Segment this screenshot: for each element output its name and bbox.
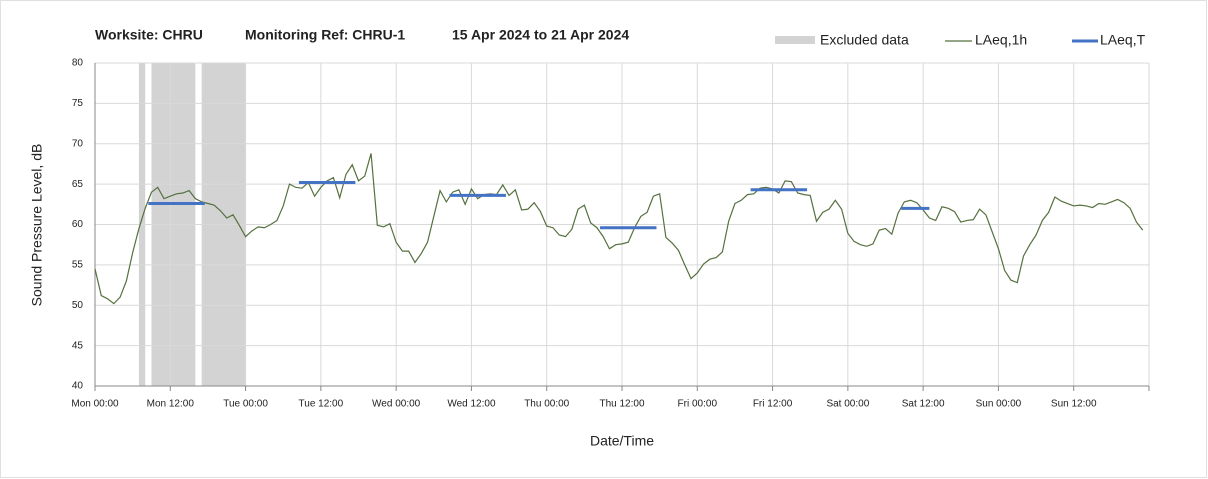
y-tick-label: 80 bbox=[72, 58, 84, 69]
title-site: Worksite: CHRU bbox=[95, 27, 203, 43]
legend-label: LAeq,T bbox=[1100, 32, 1146, 48]
x-tick-label: Mon 00:00 bbox=[71, 399, 119, 410]
x-tick-label: Thu 00:00 bbox=[524, 399, 569, 410]
x-tick-label: Sat 12:00 bbox=[902, 399, 945, 410]
y-axis-title: Sound Pressure Level, dB bbox=[29, 144, 45, 307]
title-dates: 15 Apr 2024 to 21 Apr 2024 bbox=[452, 27, 629, 43]
y-tick-label: 45 bbox=[72, 340, 84, 351]
x-tick-label: Wed 00:00 bbox=[372, 399, 421, 410]
x-tick-label: Sun 12:00 bbox=[1051, 399, 1097, 410]
y-tick-label: 65 bbox=[72, 179, 84, 190]
x-axis-title: Date/Time bbox=[590, 433, 654, 449]
y-tick-label: 50 bbox=[72, 300, 84, 311]
y-tick-label: 40 bbox=[72, 381, 84, 392]
laeq-1h-line bbox=[94, 153, 1144, 305]
x-tick-label: Mon 12:00 bbox=[147, 399, 195, 410]
y-tick-label: 70 bbox=[72, 138, 84, 149]
legend-swatch bbox=[775, 36, 815, 44]
x-tick-label: Thu 12:00 bbox=[599, 399, 644, 410]
x-tick-label: Tue 12:00 bbox=[299, 399, 344, 410]
y-tick-label: 60 bbox=[72, 219, 84, 230]
x-tick-label: Sat 00:00 bbox=[826, 399, 869, 410]
legend-label: LAeq,1h bbox=[975, 32, 1027, 48]
title-ref: Monitoring Ref: CHRU-1 bbox=[245, 27, 405, 43]
x-tick-label: Wed 12:00 bbox=[447, 399, 496, 410]
legend-label: Excluded data bbox=[820, 32, 909, 48]
x-tick-label: Sun 00:00 bbox=[976, 399, 1022, 410]
x-tick-label: Tue 00:00 bbox=[223, 399, 268, 410]
x-tick-label: Fri 12:00 bbox=[753, 399, 793, 410]
y-tick-label: 75 bbox=[72, 98, 84, 109]
x-tick-label: Fri 00:00 bbox=[678, 399, 718, 410]
y-tick-label: 55 bbox=[72, 260, 84, 271]
